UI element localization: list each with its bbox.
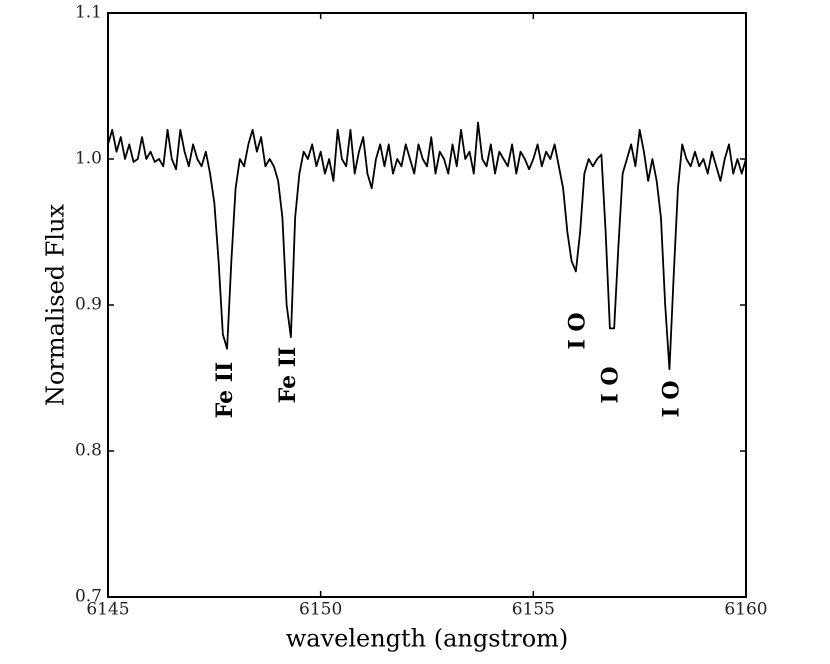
- line-annotation: Fe II: [212, 362, 238, 419]
- x-tick-label: 6160: [724, 600, 767, 620]
- x-axis-label: wavelength (angstrom): [286, 625, 569, 653]
- x-tick-label: 6155: [512, 600, 555, 620]
- y-tick-label: 0.7: [75, 587, 102, 607]
- line-annotation: O I: [595, 366, 621, 403]
- x-tick-label: 6150: [299, 600, 342, 620]
- x-tick-label: 6145: [86, 600, 129, 620]
- y-tick-label: 0.8: [75, 441, 102, 461]
- line-annotation: O I: [562, 312, 588, 349]
- y-axis-label: Normalised Flux: [42, 203, 70, 406]
- y-tick-label: 1.1: [75, 3, 102, 23]
- y-tick-label: 0.9: [75, 295, 102, 315]
- y-tick-label: 1.0: [75, 149, 102, 169]
- line-annotation: Fe II: [275, 347, 301, 404]
- spectrum-line: [107, 121, 747, 371]
- line-annotation: O I: [656, 380, 682, 417]
- plot-frame: [107, 12, 747, 598]
